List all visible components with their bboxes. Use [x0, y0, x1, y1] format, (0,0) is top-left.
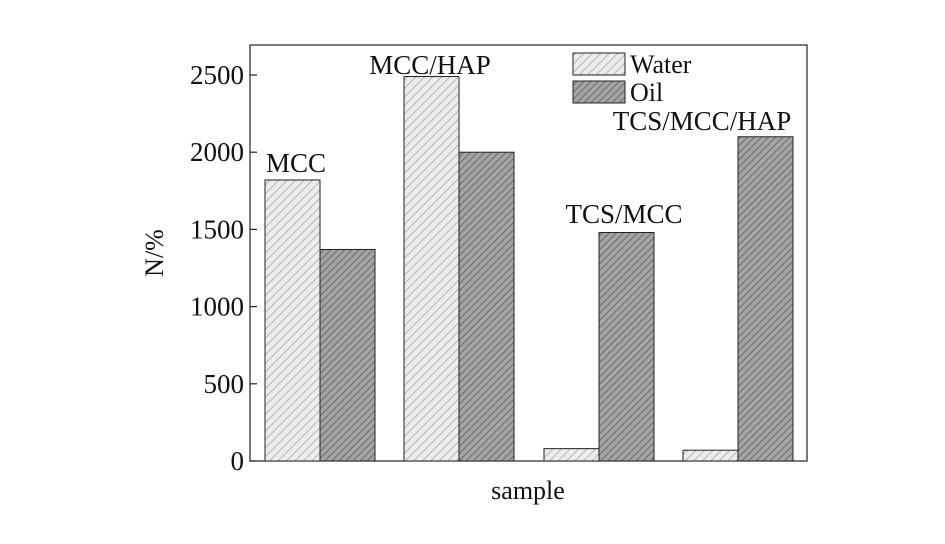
bar-tcs-mcc-water — [543, 448, 600, 462]
category-label-mcc-hap: MCC/HAP — [369, 50, 491, 80]
bar-tcs-mcc-hap-oil — [737, 136, 794, 462]
bar-mcc-water — [264, 179, 321, 462]
y-tick-label: 2500 — [190, 60, 244, 90]
legend-swatch-water — [572, 52, 626, 76]
y-axis: 0 500 1000 1500 2000 2500 — [190, 60, 257, 476]
legend-swatch-oil — [572, 80, 626, 104]
bar-tcs-mcc-hap-water — [682, 449, 739, 462]
plot-frame — [249, 44, 808, 462]
category-label-mcc: MCC — [266, 148, 326, 178]
bar-mcc-oil — [319, 248, 376, 462]
legend-label-oil: Oil — [630, 78, 663, 107]
legend-label-water: Water — [630, 50, 692, 79]
y-tick-label: 500 — [204, 369, 245, 399]
bar-mcc-hap-water — [403, 76, 460, 462]
x-axis-label: sample — [491, 476, 565, 505]
legend: Water Oil — [572, 50, 692, 107]
y-tick-label: 0 — [231, 446, 245, 476]
y-tick-label: 1000 — [190, 292, 244, 322]
category-label-tcs-mcc-hap: TCS/MCC/HAP — [613, 106, 792, 136]
category-labels: MCC MCC/HAP TCS/MCC TCS/MCC/HAP — [266, 50, 791, 229]
y-axis-label: N/% — [140, 229, 169, 277]
y-tick-label: 2000 — [190, 137, 244, 167]
y-tick-label: 1500 — [190, 214, 244, 244]
bar-tcs-mcc-oil — [598, 231, 655, 462]
category-label-tcs-mcc: TCS/MCC — [565, 199, 682, 229]
bar-mcc-hap-oil — [458, 151, 515, 462]
bars-group — [264, 76, 794, 462]
